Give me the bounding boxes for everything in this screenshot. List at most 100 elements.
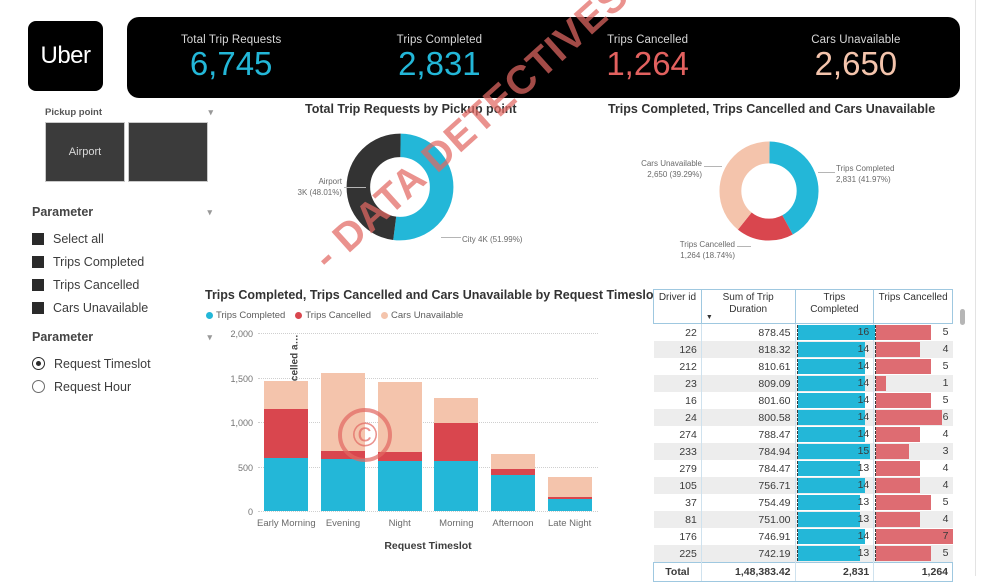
donut-slice-cancelled[interactable] <box>719 141 819 241</box>
radio-icon[interactable] <box>32 380 45 393</box>
bar-segment[interactable] <box>491 474 535 511</box>
bar-group[interactable]: Morning <box>434 398 479 529</box>
pickup-point-slicer[interactable]: Pickup point ▾ Airport <box>45 107 213 182</box>
radio-item-request-hour[interactable]: Request Hour <box>32 375 212 398</box>
vertical-scrollbar[interactable] <box>960 309 965 325</box>
checkbox-icon[interactable] <box>32 301 44 314</box>
slicer-tile-airport[interactable]: Airport <box>45 122 125 182</box>
bar-group[interactable]: Late Night <box>547 476 592 529</box>
table-row[interactable]: 16 801.60 14 5 <box>654 392 953 409</box>
bar-segment[interactable] <box>321 459 365 511</box>
bar-segment[interactable] <box>377 461 422 511</box>
bar-group[interactable]: Early Morning <box>257 381 316 529</box>
donut-label-value: 1,264 (18.74%) <box>680 250 735 260</box>
table-row[interactable]: 105 756.71 14 4 <box>653 477 953 494</box>
legend-item-trips-completed[interactable]: Trips Completed <box>206 310 285 321</box>
bar-group[interactable]: Afternoon <box>491 453 535 529</box>
cell-trips-completed: 13 <box>794 460 874 477</box>
cell-data-bar <box>875 393 931 408</box>
checkbox-item-select-all[interactable]: Select all <box>32 227 212 250</box>
kpi-trips-completed[interactable]: Trips Completed 2,831 <box>335 34 543 82</box>
table-row[interactable]: 176 746.91 14 7 <box>654 528 954 545</box>
checkbox-icon[interactable] <box>32 255 44 268</box>
donut-slice-completed[interactable] <box>719 141 819 241</box>
radio-icon-selected[interactable] <box>32 357 45 370</box>
chevron-down-icon[interactable]: ▾ <box>207 331 212 342</box>
cell-trips-completed: 15 <box>794 443 874 460</box>
gridline: 1,000 <box>230 418 598 428</box>
leader-line-cancelled <box>737 246 751 247</box>
cell-data-bar <box>796 427 865 442</box>
donut-slice-city[interactable] <box>346 133 454 241</box>
cell-trip-duration: 756.71 <box>700 477 796 494</box>
bar-segment[interactable] <box>491 453 535 469</box>
chevron-down-icon[interactable]: ▾ <box>207 206 212 217</box>
cell-driver-id: 176 <box>679 530 697 543</box>
bar-segment[interactable] <box>264 381 309 410</box>
column-header-trips-completed[interactable]: Trips Completed <box>794 289 875 324</box>
kpi-trips-cancelled[interactable]: Trips Cancelled 1,264 <box>544 34 752 82</box>
table-footer: Total 1,48,383.42 2,831 1,264 <box>653 562 953 582</box>
cell-driver-id: 24 <box>685 411 697 424</box>
sort-descending-icon[interactable]: ▼ <box>705 314 713 321</box>
cell-data-bar <box>796 325 875 340</box>
table-row[interactable]: 23 809.09 14 1 <box>653 375 953 392</box>
bar-segment[interactable] <box>547 476 592 497</box>
donut-slice-unavailable[interactable] <box>719 141 819 241</box>
kpi-cars-unavailable[interactable]: Cars Unavailable 2,650 <box>752 34 960 82</box>
donut-breakdown-svg <box>719 141 819 241</box>
cell-data-bar <box>875 444 909 459</box>
column-header-trips-cancelled[interactable]: Trips Cancelled <box>873 289 953 324</box>
column-header-label: Sum of Trip Duration <box>722 292 774 315</box>
radio-item-request-timeslot[interactable]: Request Timeslot <box>32 352 212 375</box>
checkbox-item-trips-cancelled[interactable]: Trips Cancelled <box>32 273 212 296</box>
cell-trips-completed: 14 <box>794 375 874 392</box>
parameter-checkbox-slicer[interactable]: Parameter ▾ Select all Trips Completed T… <box>32 205 212 319</box>
bar-segment[interactable] <box>321 451 365 460</box>
table-row[interactable]: 279 784.47 13 4 <box>654 460 953 477</box>
cell-data-bar <box>875 342 920 357</box>
checkbox-item-trips-completed[interactable]: Trips Completed <box>32 250 212 273</box>
table-row[interactable]: 225 742.19 13 5 <box>653 545 953 563</box>
cell-trips-cancelled: 4 <box>873 426 953 443</box>
table-row[interactable]: 212 810.61 14 5 <box>654 358 953 375</box>
bar-segment[interactable] <box>377 452 422 462</box>
table-row[interactable]: 233 784.94 15 3 <box>653 443 953 460</box>
bar-segment[interactable] <box>434 422 479 461</box>
checkbox-icon[interactable] <box>32 278 44 291</box>
bar-segment[interactable] <box>491 468 535 475</box>
bar-segment[interactable] <box>321 373 365 452</box>
table-row[interactable]: 274 788.47 14 4 <box>654 426 953 443</box>
donut-chart-breakdown[interactable] <box>718 140 820 242</box>
bar-segment[interactable] <box>547 496 592 499</box>
legend-item-trips-cancelled[interactable]: Trips Cancelled <box>295 310 371 321</box>
bar-segment[interactable] <box>377 382 422 453</box>
column-header-driver-id[interactable]: Driver id <box>653 289 702 324</box>
driver-table-panel[interactable]: Driver id Sum of Trip Duration ▼ Trips C… <box>653 289 965 582</box>
bar-segment[interactable] <box>264 409 309 458</box>
bar-segment[interactable] <box>434 398 479 423</box>
donut-label-name: Airport <box>318 177 342 186</box>
table-row[interactable]: 24 800.58 14 6 <box>653 409 953 426</box>
table-row[interactable]: 22 878.45 16 5 <box>654 323 953 341</box>
slicer-tile-second[interactable] <box>128 122 208 182</box>
table-row[interactable]: 126 818.32 14 4 <box>653 341 953 358</box>
bar-group[interactable]: Night <box>377 382 422 529</box>
bar-segment[interactable] <box>434 460 479 511</box>
bar-chart-legend: Trips Completed Trips Cancelled Cars Una… <box>206 310 463 321</box>
bar-group[interactable]: Evening <box>321 373 365 529</box>
kpi-total-trip-requests[interactable]: Total Trip Requests 6,745 <box>127 34 335 82</box>
legend-label: Trips Completed <box>216 310 286 321</box>
column-header-sum-trip-duration[interactable]: Sum of Trip Duration ▼ <box>700 289 796 324</box>
checkbox-icon[interactable] <box>32 232 44 245</box>
bar-segment[interactable] <box>264 457 309 511</box>
checkbox-item-cars-unavailable[interactable]: Cars Unavailable <box>32 296 212 319</box>
bar-chart-title: Trips Completed, Trips Cancelled and Car… <box>205 288 658 302</box>
table-row[interactable]: 81 751.00 13 4 <box>653 511 953 528</box>
parameter-radio-slicer[interactable]: Parameter ▾ Request Timeslot Request Hou… <box>32 330 212 398</box>
cell-trip-duration: 818.32 <box>700 341 796 358</box>
table-row[interactable]: 37 754.49 13 5 <box>654 494 953 511</box>
bar-segment[interactable] <box>547 498 592 511</box>
chevron-down-icon[interactable]: ▾ <box>208 107 213 117</box>
legend-item-cars-unavailable[interactable]: Cars Unavailable <box>381 310 463 321</box>
